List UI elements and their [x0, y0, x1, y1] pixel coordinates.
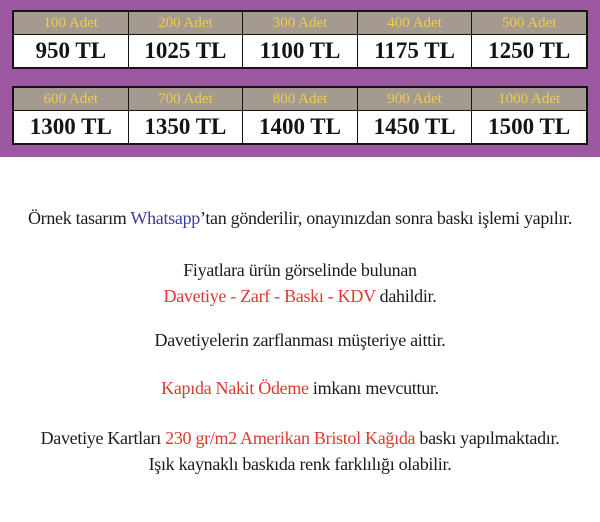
price-value-cell: 1450 TL: [357, 111, 472, 143]
price-value-cell: 1175 TL: [357, 35, 472, 67]
price-value-cell: 1250 TL: [472, 35, 586, 67]
price-column: 200 Adet 1025 TL: [127, 12, 243, 67]
qty-header-cell: 1000 Adet: [472, 88, 586, 111]
note-envelope: Davetiyelerin zarflanması müşteriye aitt…: [154, 330, 446, 350]
note-color-warning: Işık kaynaklı baskıda renk farklılığı ol…: [148, 454, 452, 474]
qty-header-cell: 900 Adet: [357, 88, 472, 111]
qty-header-cell: 400 Adet: [357, 12, 472, 35]
price-column: 700 Adet 1350 TL: [127, 88, 243, 143]
price-column: 300 Adet 1100 TL: [242, 12, 357, 67]
note-paper-post: baskı yapılmaktadır.: [415, 428, 560, 448]
price-value-cell: 1350 TL: [128, 111, 243, 143]
note-price-includes: Fiyatlara ürün görselinde bulunan Daveti…: [0, 257, 600, 309]
note-includes-intro: Fiyatlara ürün görselinde bulunan: [183, 260, 417, 280]
price-value-cell: 1025 TL: [128, 35, 243, 67]
qty-header-cell: 600 Adet: [14, 88, 128, 111]
price-column: 100 Adet 950 TL: [14, 12, 128, 67]
price-column: 400 Adet 1175 TL: [356, 12, 472, 67]
price-column: 900 Adet 1450 TL: [356, 88, 472, 143]
price-table-1: 100 Adet 950 TL 200 Adet 1025 TL 300 Ade…: [12, 10, 588, 69]
price-banner: 100 Adet 950 TL 200 Adet 1025 TL 300 Ade…: [0, 0, 600, 157]
price-table-2: 600 Adet 1300 TL 700 Adet 1350 TL 800 Ad…: [12, 86, 588, 145]
price-value-cell: 950 TL: [14, 35, 128, 67]
price-value-cell: 1400 TL: [243, 111, 357, 143]
qty-header-cell: 500 Adet: [472, 12, 586, 35]
price-value-cell: 1300 TL: [14, 111, 128, 143]
note-paper-red: 230 gr/m2 Amerikan Bristol Kağıda: [165, 428, 416, 448]
note-cash-suffix: imkanı mevcuttur.: [308, 378, 439, 398]
price-column: 500 Adet 1250 TL: [471, 12, 586, 67]
qty-header-cell: 800 Adet: [243, 88, 357, 111]
note-sample-post: ’tan gönderilir, onayınızdan sonra baskı…: [199, 208, 573, 228]
price-value-cell: 1100 TL: [243, 35, 357, 67]
qty-header-cell: 300 Adet: [243, 12, 357, 35]
qty-header-cell: 700 Adet: [128, 88, 243, 111]
note-sample-pre: Örnek tasarım: [27, 208, 131, 228]
notes-section: Örnek tasarım Whatsapp’tan gönderilir, o…: [0, 157, 600, 477]
price-column: 1000 Adet 1500 TL: [471, 88, 586, 143]
price-column: 600 Adet 1300 TL: [14, 88, 128, 143]
note-paper-spec: Davetiye Kartları 230 gr/m2 Amerikan Bri…: [0, 425, 600, 477]
price-value-cell: 1500 TL: [472, 111, 586, 143]
whatsapp-brand-text: Whatsapp: [130, 208, 200, 228]
note-cash-red: Kapıda Nakit Ödeme: [161, 378, 309, 398]
note-cash-payment: Kapıda Nakit Ödeme imkanı mevcuttur.: [0, 375, 600, 401]
note-sample-design: Örnek tasarım Whatsapp’tan gönderilir, o…: [0, 205, 600, 231]
note-paper-pre: Davetiye Kartları: [40, 428, 166, 448]
price-column: 800 Adet 1400 TL: [242, 88, 357, 143]
qty-header-cell: 200 Adet: [128, 12, 243, 35]
note-includes-suffix: dahildir.: [375, 286, 437, 306]
qty-header-cell: 100 Adet: [14, 12, 128, 35]
note-includes-items: Davetiye - Zarf - Baskı - KDV: [163, 286, 376, 306]
